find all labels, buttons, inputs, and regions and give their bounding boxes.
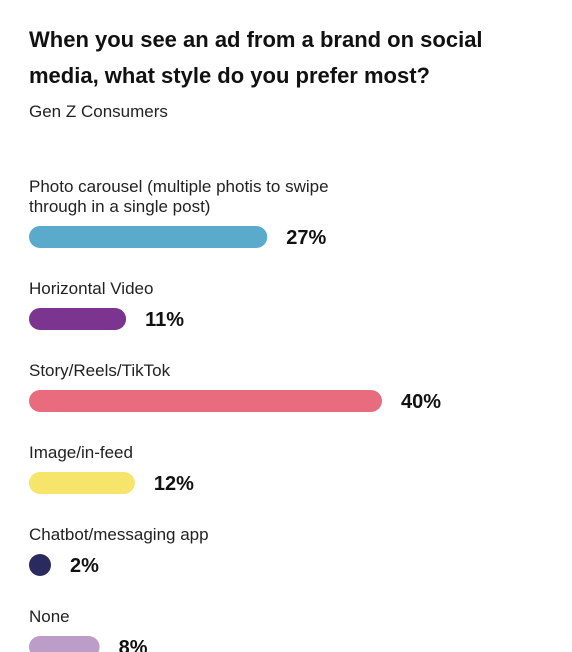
value-label: 11%	[145, 309, 184, 331]
category-label: Story/Reels/TikTok	[29, 361, 171, 380]
chart-subtitle: Gen Z Consumers	[29, 102, 168, 121]
value-label: 12%	[154, 473, 194, 495]
bar	[29, 472, 135, 494]
bar	[29, 226, 268, 248]
value-label: 8%	[119, 637, 148, 652]
category-label: Horizontal Video	[29, 279, 153, 298]
value-label: 40%	[401, 391, 441, 413]
category-label: Image/in-feed	[29, 443, 133, 462]
value-label: 27%	[286, 227, 326, 249]
bar	[29, 636, 100, 652]
bar	[29, 390, 382, 412]
chart-title: When you see an ad from a brand on socia…	[29, 27, 483, 88]
bar	[29, 554, 51, 576]
bar	[29, 308, 127, 330]
category-label: None	[29, 607, 70, 626]
value-label: 2%	[70, 555, 99, 577]
category-label: Photo carousel (multiple photis to swipe…	[29, 177, 329, 216]
category-label: Chatbot/messaging app	[29, 525, 209, 544]
